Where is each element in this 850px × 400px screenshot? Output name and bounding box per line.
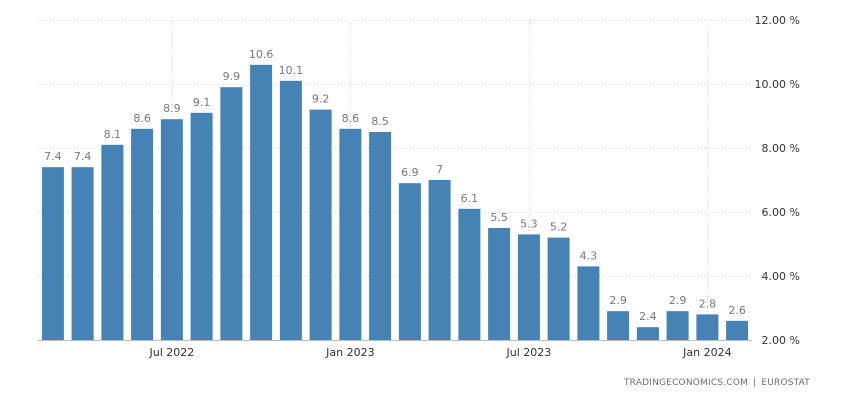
- x-axis: Jul 2022 Jan 2023 Jul 2023 Jan 2024: [38, 340, 752, 359]
- data-label: 6.9: [401, 166, 419, 179]
- bar: [726, 320, 749, 340]
- bar: [666, 311, 689, 340]
- bar: [577, 266, 600, 340]
- data-label: 2.4: [639, 310, 657, 323]
- bar: [607, 311, 630, 340]
- data-label: 9.1: [193, 96, 211, 109]
- bar: [458, 208, 481, 340]
- data-label: 10.1: [279, 64, 304, 77]
- bar: [279, 80, 302, 341]
- data-label: 10.6: [249, 48, 274, 61]
- data-label: 8.6: [342, 112, 360, 125]
- data-label: 7.4: [74, 150, 92, 163]
- bar: [41, 167, 64, 340]
- data-label: 8.5: [371, 115, 389, 128]
- data-label: 8.1: [104, 128, 122, 141]
- credit-separator: |: [753, 378, 757, 388]
- bar: [309, 109, 332, 340]
- data-label: 9.2: [312, 93, 330, 106]
- credit-source-1: TRADINGECONOMICS.COM: [623, 378, 749, 388]
- bar: [547, 237, 570, 340]
- x-tick-label: Jan 2024: [682, 346, 731, 359]
- y-tick-label: 10.00 %: [755, 78, 800, 91]
- data-label: 8.6: [133, 112, 151, 125]
- bar: [101, 144, 124, 340]
- bar: [428, 180, 451, 340]
- y-tick-label: 12.00 %: [755, 14, 800, 27]
- bar: [71, 167, 94, 340]
- y-axis: 2.00 % 4.00 % 6.00 % 8.00 % 10.00 % 12.00 %: [755, 14, 800, 347]
- data-label: 5.2: [550, 221, 568, 234]
- bar: [398, 183, 421, 340]
- credit-source-2: EUROSTAT: [761, 378, 810, 388]
- source-credit: TRADINGECONOMICS.COM | EUROSTAT: [624, 378, 810, 388]
- bar: [131, 128, 154, 340]
- data-label: 5.3: [520, 217, 538, 230]
- data-label: 6.1: [461, 192, 479, 205]
- data-label: 9.9: [223, 70, 241, 83]
- bar: [369, 132, 392, 340]
- bar: [696, 314, 719, 340]
- bar: [636, 327, 659, 340]
- data-label: 8.9: [163, 102, 181, 115]
- y-tick-label: 8.00 %: [762, 142, 800, 155]
- data-label: 2.6: [728, 304, 746, 317]
- data-label: 4.3: [580, 249, 598, 262]
- data-label: 7: [436, 163, 443, 176]
- bar: [488, 228, 511, 340]
- bar: [220, 87, 243, 340]
- data-label: 5.5: [490, 211, 508, 224]
- data-label: 2.8: [699, 297, 717, 310]
- y-tick-label: 6.00 %: [762, 206, 800, 219]
- bars: [41, 64, 749, 341]
- data-label: 2.9: [669, 294, 687, 307]
- bar: [339, 128, 362, 340]
- data-label: 7.4: [44, 150, 62, 163]
- bar: [250, 64, 273, 341]
- x-tick-label: Jul 2023: [506, 346, 552, 359]
- y-tick-label: 4.00 %: [762, 270, 800, 283]
- data-label: 2.9: [609, 294, 627, 307]
- x-tick-label: Jul 2022: [149, 346, 195, 359]
- bar: [160, 119, 183, 340]
- bar: [517, 234, 540, 340]
- y-tick-label: 2.00 %: [762, 334, 800, 347]
- data-labels: 7.4 7.4 8.1 8.6 8.9 9.1 9.9 10.6 10.1 9.2 8.6 8.5 6.…: [44, 48, 746, 323]
- bar: [190, 112, 213, 340]
- x-tick-label: Jan 2023: [325, 346, 374, 359]
